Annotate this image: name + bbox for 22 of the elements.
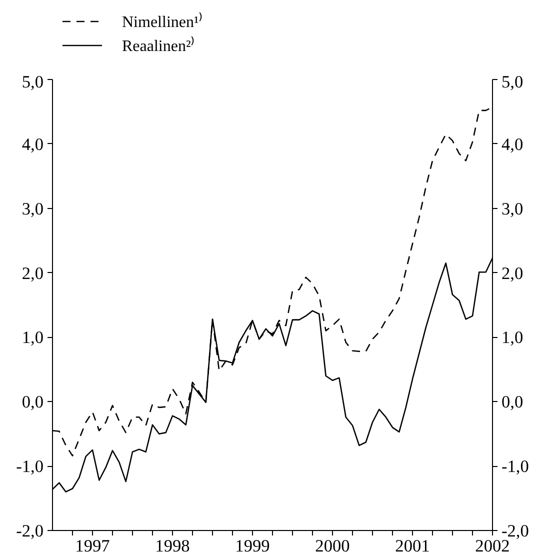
x-tick-label: 2001 bbox=[395, 536, 430, 556]
y-tick-label: 1,0 bbox=[22, 328, 44, 348]
y-tick-label: 2,0 bbox=[22, 264, 44, 283]
x-tick-label: 2000 bbox=[315, 536, 350, 556]
y2-tick-label: 5,0 bbox=[502, 72, 524, 92]
y-tick-label: -1,0 bbox=[16, 457, 44, 476]
x-tick-label: 1997 bbox=[75, 536, 110, 556]
y2-tick-label: 2,0 bbox=[502, 264, 524, 283]
y2-tick-label: 4,0 bbox=[502, 134, 524, 154]
legend-label: Reaalinen²⁾ bbox=[122, 36, 195, 56]
y-tick-label: 4,0 bbox=[22, 134, 44, 154]
y-tick-label: 5,0 bbox=[22, 72, 44, 92]
y-tick-label: 3,0 bbox=[22, 199, 44, 218]
y-tick-label: 0,0 bbox=[22, 392, 44, 412]
y-tick-label: -2,0 bbox=[16, 522, 44, 540]
y2-tick-label: 1,0 bbox=[502, 328, 524, 348]
legend-label: Nimellinen¹⁾ bbox=[122, 12, 203, 32]
x-tick-label: 1999 bbox=[235, 536, 270, 556]
x-tick-label: 1998 bbox=[155, 536, 190, 556]
y2-tick-label: -1,0 bbox=[502, 457, 529, 476]
y2-tick-label: 0,0 bbox=[502, 392, 524, 412]
y2-tick-label: 3,0 bbox=[502, 199, 524, 218]
